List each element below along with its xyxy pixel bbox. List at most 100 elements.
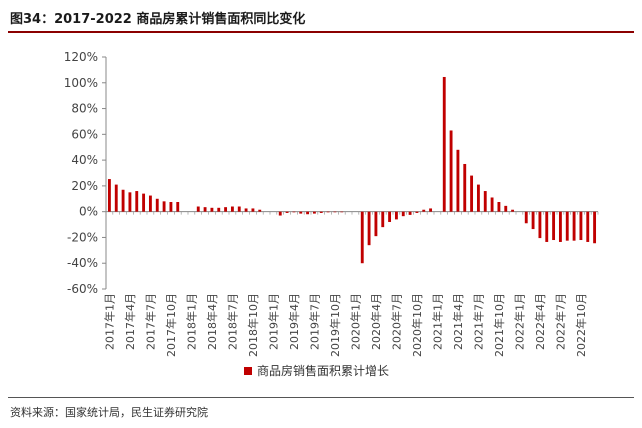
bar bbox=[558, 211, 562, 242]
bar bbox=[237, 206, 241, 212]
legend-label: 商品房销售面积累计增长 bbox=[257, 363, 389, 378]
bar bbox=[456, 149, 460, 212]
bar bbox=[490, 197, 494, 212]
bar bbox=[470, 175, 474, 212]
legend: 商品房销售面积累计增长 bbox=[244, 363, 389, 378]
y-tick-label: 20% bbox=[71, 179, 98, 193]
labels-group: -60% -40% -20% 0% 20% 40% 60% 80% 100% 120% 2017年1… bbox=[64, 50, 588, 357]
bar bbox=[511, 209, 515, 212]
bar bbox=[593, 211, 597, 244]
footer-rule bbox=[8, 397, 634, 398]
y-tick-label: -60% bbox=[67, 282, 98, 296]
bar bbox=[203, 207, 207, 212]
bar bbox=[230, 206, 234, 212]
bar bbox=[292, 211, 296, 213]
bar bbox=[142, 193, 146, 212]
bar bbox=[319, 211, 323, 213]
bar bbox=[367, 211, 371, 246]
bar bbox=[552, 211, 556, 241]
x-tick-label: 2020年4月 bbox=[369, 293, 383, 350]
bar bbox=[251, 208, 255, 212]
bar bbox=[579, 211, 583, 241]
x-tick-label: 2022年7月 bbox=[553, 293, 567, 350]
bar bbox=[169, 202, 173, 212]
x-tick-label: 2022年1月 bbox=[512, 293, 526, 350]
bar bbox=[449, 130, 453, 212]
bar bbox=[340, 211, 344, 213]
legend-swatch bbox=[244, 367, 252, 375]
bar bbox=[586, 211, 590, 242]
y-tick-label: 60% bbox=[71, 127, 98, 141]
bar bbox=[155, 198, 159, 212]
bar bbox=[210, 207, 214, 212]
chart-title: 图34：2017-2022 商品房累计销售面积同比变化 bbox=[10, 12, 306, 27]
y-tick-label: -40% bbox=[67, 256, 98, 270]
bar bbox=[476, 184, 480, 212]
x-tick-label: 2019年4月 bbox=[287, 293, 301, 350]
bar bbox=[415, 211, 419, 213]
bar bbox=[162, 201, 166, 212]
bar bbox=[148, 195, 152, 212]
bar bbox=[360, 211, 364, 264]
x-tick-label: 2022年10月 bbox=[574, 293, 588, 357]
bar bbox=[128, 192, 132, 212]
bar bbox=[381, 211, 385, 228]
bar bbox=[299, 211, 303, 214]
y-tick-label: 120% bbox=[64, 50, 98, 64]
bars-group bbox=[107, 76, 597, 264]
bar bbox=[312, 211, 316, 214]
bar bbox=[442, 76, 446, 212]
bar bbox=[217, 207, 221, 212]
bar bbox=[497, 202, 501, 212]
x-tick-label: 2021年1月 bbox=[430, 293, 444, 350]
bar-chart: -60% -40% -20% 0% 20% 40% 60% 80% 100% 120% 2017年1… bbox=[64, 50, 599, 378]
x-tick-label: 2019年7月 bbox=[307, 293, 321, 350]
x-tick-label: 2017年4月 bbox=[123, 293, 137, 350]
bar bbox=[244, 208, 248, 212]
bar bbox=[176, 202, 180, 212]
bar bbox=[504, 205, 508, 212]
title-rule bbox=[8, 31, 634, 33]
x-tick-label: 2018年1月 bbox=[184, 293, 198, 350]
bar bbox=[565, 211, 569, 241]
axis-group bbox=[102, 56, 599, 290]
bar bbox=[258, 209, 262, 212]
x-tick-label: 2018年4月 bbox=[205, 293, 219, 350]
bar bbox=[531, 211, 535, 230]
bar bbox=[483, 191, 487, 212]
bar bbox=[285, 211, 289, 213]
bar bbox=[422, 209, 426, 212]
bar bbox=[401, 211, 405, 217]
bar bbox=[429, 208, 433, 212]
bar bbox=[326, 211, 330, 213]
y-tick-label: 100% bbox=[64, 76, 98, 90]
x-tick-label: 2018年7月 bbox=[225, 293, 239, 350]
bar bbox=[306, 211, 310, 215]
y-tick-label: 0% bbox=[79, 205, 98, 219]
x-tick-label: 2017年1月 bbox=[102, 293, 116, 350]
x-tick-label: 2019年10月 bbox=[328, 293, 342, 357]
source-note: 资料来源：国家统计局，民生证券研究院 bbox=[10, 406, 208, 419]
x-tick-label: 2019年1月 bbox=[266, 293, 280, 350]
x-tick-label: 2021年10月 bbox=[492, 293, 506, 357]
x-tick-label: 2020年7月 bbox=[389, 293, 403, 350]
bar bbox=[107, 179, 111, 212]
bar bbox=[538, 211, 542, 239]
bar bbox=[388, 211, 392, 222]
bar bbox=[394, 211, 398, 220]
bar bbox=[278, 211, 282, 216]
bar bbox=[333, 211, 337, 213]
y-tick-label: 40% bbox=[71, 153, 98, 167]
bar bbox=[196, 206, 200, 212]
bar bbox=[572, 211, 576, 241]
bar bbox=[224, 207, 228, 212]
x-tick-label: 2017年7月 bbox=[143, 293, 157, 350]
x-tick-label: 2022年4月 bbox=[533, 293, 547, 350]
bar bbox=[114, 184, 118, 212]
bar bbox=[121, 189, 125, 212]
y-tick-label: -20% bbox=[67, 230, 98, 244]
bar bbox=[463, 163, 467, 212]
bar bbox=[408, 211, 412, 215]
y-tick-label: 80% bbox=[71, 102, 98, 116]
x-tick-label: 2021年7月 bbox=[471, 293, 485, 350]
